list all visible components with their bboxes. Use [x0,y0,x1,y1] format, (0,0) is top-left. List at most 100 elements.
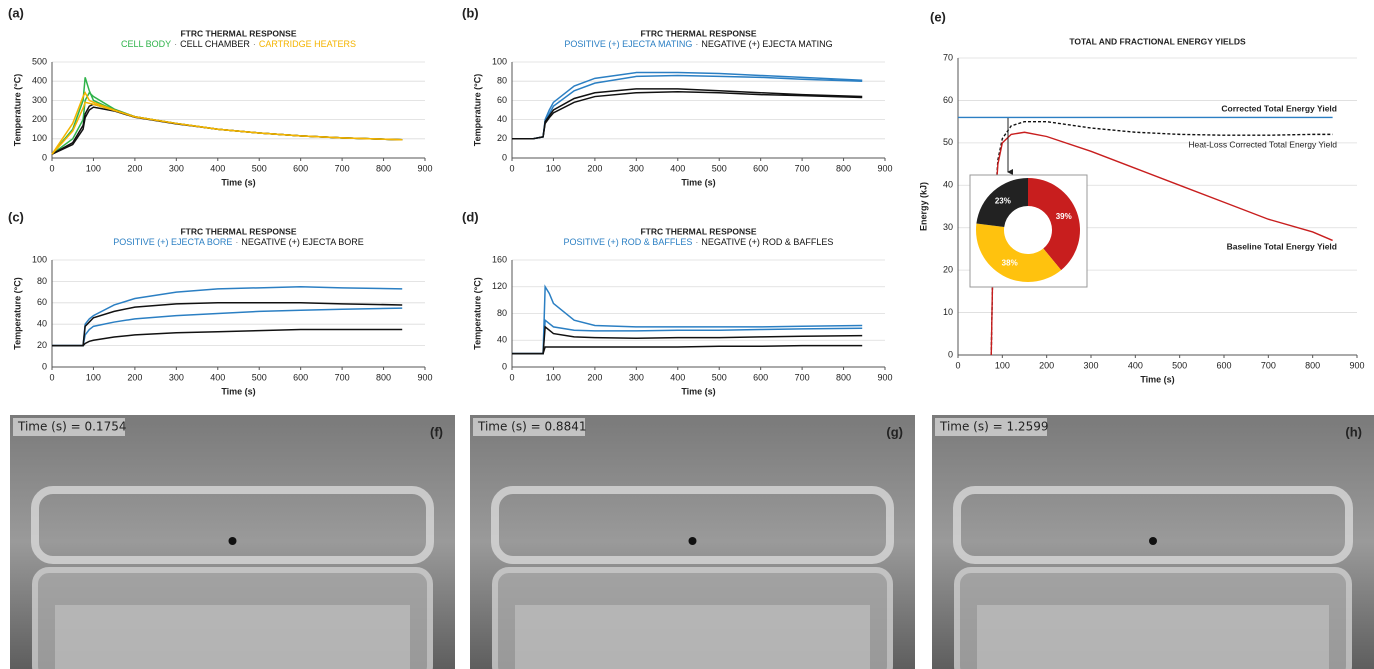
x-tick-label: 900 [877,372,892,382]
x-tick-label: 400 [1128,360,1143,370]
x-tick-label: 900 [1349,360,1364,370]
image-shape [491,486,894,564]
legend-entry: NEGATIVE (+) ROD & BAFFLES [701,237,833,247]
y-tick-label: 80 [37,276,47,286]
y-tick-label: 20 [37,340,47,350]
y-tick-label: 60 [943,95,953,105]
y-tick-label: 0 [42,361,47,371]
data-line [52,302,403,347]
data-line [51,101,403,155]
y-tick-label: 10 [943,307,953,317]
data-line [512,71,863,140]
legend: CELL BODY · CELL CHAMBER · CARTRIDGE HEATERS [121,39,356,49]
y-tick-label: 80 [497,76,507,86]
x-tick-label: 800 [836,163,851,173]
panel-label: (g) [886,424,903,439]
data-line [51,103,403,155]
x-tick-label: 100 [86,372,101,382]
x-axis-label: Time (s) [681,177,715,187]
y-tick-label: 60 [497,95,507,105]
y-axis-label: Temperature (°C) [12,277,22,349]
y-axis-label: Temperature (°C) [472,74,482,146]
donut-slice [976,178,1028,227]
image-caption: Time (s) = 0.8841 [477,420,586,434]
x-tick-label: 800 [1305,360,1320,370]
y-tick-label: 70 [943,52,953,62]
x-tick-label: 700 [795,372,810,382]
series-label: Corrected Total Energy Yield [1221,104,1337,114]
chart-title: FTRC THERMAL RESPONSE [640,226,756,236]
panel-label: (f) [430,424,443,439]
x-tick-label: 500 [712,163,727,173]
x-tick-label: 100 [546,372,561,382]
x-tick-label: 600 [1216,360,1231,370]
legend-separator: · [695,237,698,247]
chart-title: TOTAL AND FRACTIONAL ENERGY YIELDS [1069,36,1246,46]
x-tick-label: 200 [127,163,142,173]
image-shape [55,605,410,669]
panel-label: (c) [8,209,24,224]
x-tick-label: 0 [509,372,514,382]
data-line [52,285,403,347]
x-axis-label: Time (s) [1140,374,1174,384]
x-tick-label: 400 [210,163,225,173]
x-tick-label: 500 [1172,360,1187,370]
y-tick-label: 160 [492,254,507,264]
x-tick-label: 700 [335,372,350,382]
image-shape [31,486,434,564]
x-tick-label: 500 [252,163,267,173]
panel-label: (h) [1345,424,1362,439]
panel-label: (e) [930,9,946,24]
x-axis-label: Time (s) [221,386,255,396]
data-line [51,77,403,155]
x-tick-label: 200 [587,372,602,382]
data-line [51,91,403,155]
x-tick-label: 0 [509,163,514,173]
y-axis-label: Temperature (°C) [472,277,482,349]
image-shape [515,605,870,669]
slice-label: 38% [1002,258,1018,267]
x-tick-label: 200 [1039,360,1054,370]
legend-separator: · [174,39,177,49]
x-tick-label: 400 [670,163,685,173]
y-tick-label: 0 [502,361,507,371]
panel-label: (a) [8,5,24,20]
x-tick-label: 100 [995,360,1010,370]
y-tick-label: 20 [943,265,953,275]
y-tick-label: 80 [497,308,507,318]
y-tick-label: 0 [948,349,953,359]
x-axis-label: Time (s) [221,177,255,187]
y-tick-label: 40 [943,180,953,190]
x-tick-label: 0 [49,372,54,382]
image-shape [953,486,1353,564]
data-line [990,120,1333,356]
y-axis-label: Temperature (°C) [12,74,22,146]
slice-label: 39% [1056,212,1072,221]
caption-box [13,418,125,436]
x-tick-label: 300 [169,372,184,382]
legend-entry: POSITIVE (+) EJECTA BORE [113,237,232,247]
legend: POSITIVE (+) EJECTA BORE · NEGATIVE (+) EJ… [113,237,364,247]
image-dot [1149,537,1157,545]
y-tick-label: 400 [32,76,47,86]
x-tick-label: 300 [1083,360,1098,370]
y-tick-label: 0 [42,152,47,162]
legend: POSITIVE (+) ROD & BAFFLES · NEGATIVE (+) … [564,237,834,247]
x-tick-label: 200 [587,163,602,173]
y-tick-label: 100 [32,133,47,143]
y-tick-label: 30 [943,222,953,232]
data-line [512,91,863,140]
chart-title: FTRC THERMAL RESPONSE [640,28,756,38]
x-tick-label: 600 [293,163,308,173]
slice-label: 23% [995,197,1011,206]
legend-entry: CARTRIDGE HEATERS [259,39,356,49]
data-line [51,91,403,155]
series-label: Heat-Loss Corrected Total Energy Yield [1188,140,1337,150]
x-tick-label: 600 [753,163,768,173]
x-axis-label: Time (s) [681,386,715,396]
x-tick-label: 800 [376,163,391,173]
x-tick-label: 100 [546,163,561,173]
image-dot [228,537,237,545]
y-tick-label: 500 [32,56,47,66]
image-shape [977,605,1329,669]
